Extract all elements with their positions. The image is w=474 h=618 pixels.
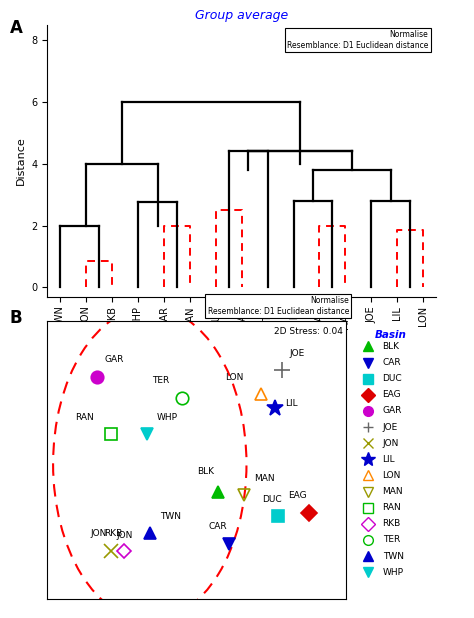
- Text: RKB: RKB: [104, 529, 122, 538]
- Text: BLK: BLK: [198, 467, 215, 476]
- Text: RKB: RKB: [383, 519, 401, 528]
- Text: TER: TER: [383, 535, 400, 544]
- Text: DUC: DUC: [383, 374, 402, 383]
- Text: DUC: DUC: [263, 494, 282, 504]
- Text: WHP: WHP: [383, 568, 404, 577]
- Text: Normalise
Resemblance: D1 Euclidean distance: Normalise Resemblance: D1 Euclidean dist…: [208, 297, 349, 316]
- Text: RAN: RAN: [383, 503, 401, 512]
- Text: Basin: Basin: [374, 330, 407, 340]
- Text: A: A: [9, 19, 22, 36]
- Text: CAR: CAR: [209, 522, 228, 531]
- Text: RAN: RAN: [75, 413, 94, 422]
- Text: TER: TER: [152, 376, 169, 386]
- Text: LIL: LIL: [383, 455, 395, 464]
- Text: Normalise
Resemblance: D1 Euclidean distance: Normalise Resemblance: D1 Euclidean dist…: [287, 30, 428, 49]
- Text: JON: JON: [383, 439, 399, 447]
- Text: JOE: JOE: [290, 349, 305, 357]
- Text: LON: LON: [225, 373, 243, 382]
- Title: Group average: Group average: [195, 9, 288, 22]
- Y-axis label: Distance: Distance: [16, 137, 26, 185]
- Text: CAR: CAR: [383, 358, 401, 367]
- Text: TWN: TWN: [383, 552, 404, 561]
- Text: EAG: EAG: [289, 491, 307, 500]
- Text: JON: JON: [91, 529, 107, 538]
- Text: BLK: BLK: [383, 342, 400, 351]
- Text: JON: JON: [116, 531, 133, 540]
- Text: WHP: WHP: [157, 413, 178, 422]
- Text: LON: LON: [383, 471, 401, 480]
- Text: TWN: TWN: [160, 512, 181, 521]
- Text: 2D Stress: 0.04: 2D Stress: 0.04: [274, 327, 343, 336]
- Text: EAG: EAG: [383, 391, 401, 399]
- Text: MAN: MAN: [254, 473, 274, 483]
- Text: GAR: GAR: [383, 407, 402, 415]
- Text: B: B: [9, 309, 22, 327]
- Text: JOE: JOE: [383, 423, 398, 431]
- Text: LIL: LIL: [285, 399, 298, 408]
- Text: GAR: GAR: [105, 355, 124, 365]
- Text: MAN: MAN: [383, 487, 403, 496]
- X-axis label: Samples: Samples: [218, 335, 265, 345]
